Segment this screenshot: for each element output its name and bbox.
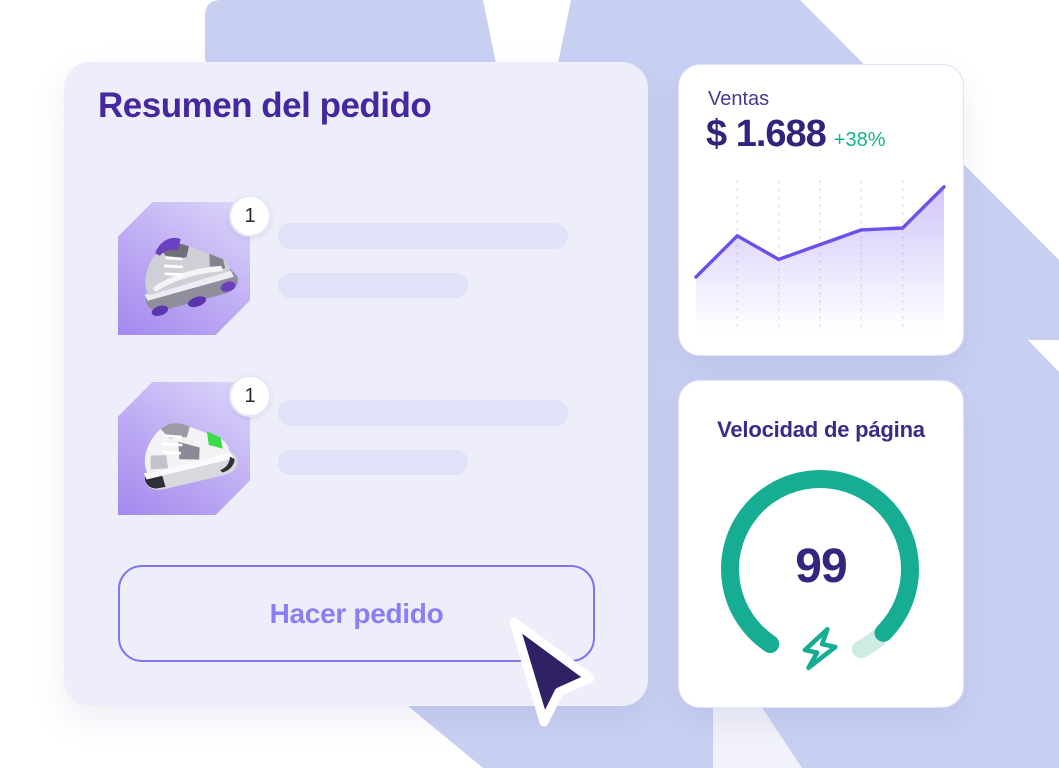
cursor-icon bbox=[509, 617, 595, 727]
order-summary-card: Resumen del pedido bbox=[64, 62, 648, 706]
lightning-bolt-icon bbox=[802, 626, 838, 671]
sales-delta-badge: +38% bbox=[833, 129, 886, 151]
chart-area-fill bbox=[696, 186, 944, 331]
speed-score: 99 bbox=[795, 540, 847, 593]
page-title: Resumen del pedido bbox=[98, 86, 432, 125]
sneaker-white-green-icon bbox=[143, 423, 238, 490]
sales-value: $ 1.688 bbox=[706, 113, 827, 155]
sneaker-grey-purple-icon bbox=[144, 237, 238, 317]
sales-label: Ventas bbox=[708, 88, 770, 110]
product-image-tile bbox=[118, 202, 250, 335]
sales-card: Ventas $ 1.688 +38% bbox=[678, 64, 964, 356]
quantity-value: 1 bbox=[244, 204, 256, 227]
page-speed-card: Velocidad de página 99 bbox=[678, 380, 964, 708]
chart-gridlines bbox=[736, 180, 904, 331]
page-speed-title: Velocidad de página bbox=[717, 417, 925, 442]
product-image-tile bbox=[118, 382, 250, 515]
placeholder-line bbox=[278, 450, 468, 475]
speed-gauge bbox=[721, 470, 919, 668]
quantity-badge: 1 bbox=[229, 195, 271, 237]
placeholder-line bbox=[278, 273, 468, 298]
chart-line bbox=[694, 185, 946, 279]
gauge-value-arc bbox=[721, 470, 919, 668]
placeholder-line bbox=[278, 400, 568, 426]
quantity-badge: 1 bbox=[229, 375, 271, 417]
quantity-value: 1 bbox=[244, 384, 256, 407]
sales-line-chart bbox=[694, 180, 946, 331]
place-order-button[interactable]: Hacer pedido bbox=[118, 565, 595, 662]
placeholder-line bbox=[278, 223, 568, 249]
